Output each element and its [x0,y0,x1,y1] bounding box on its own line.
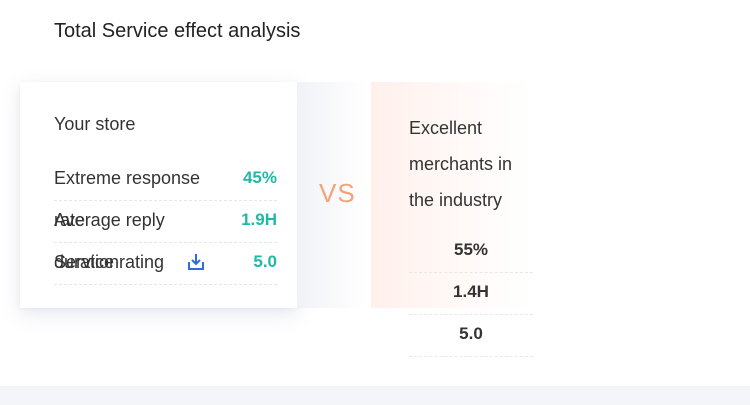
divider-shadow [297,82,367,308]
metric-row-extreme-response: Extreme response 45% [54,158,277,201]
your-store-card: Your store Extreme response 45% Average … [20,82,297,308]
industry-value: 5.0 [459,324,483,343]
industry-value: 1.4H [453,282,489,301]
metric-row-service-rating: Service rating duration 5.0 [54,242,277,285]
industry-title: Excellent merchants in the industry [409,118,513,210]
metric-value: 45% [242,168,277,187]
metric-label-overlap: rate [54,210,86,230]
metric-value: 5.0 [253,252,277,271]
page-title: Total Service effect analysis [54,20,301,42]
industry-row-average-reply: 1.4H [409,272,533,315]
metric-label: Service rating [54,252,165,272]
metric-label: Average reply [54,210,165,230]
bottom-strip [0,386,750,405]
download-icon[interactable] [185,251,207,273]
industry-value: 55% [453,240,489,259]
industry-panel [371,82,531,308]
metric-row-average-reply: Average reply rate 1.9H [54,200,277,243]
metric-label-overlap: duration [54,252,120,272]
vs-label: VS [319,178,356,208]
metric-value: 1.9H [241,210,277,229]
industry-row-service-rating: 5.0 [409,314,533,357]
your-store-title: Your store [54,114,136,134]
industry-row-extreme-response: 55% [409,230,533,273]
metric-label: Extreme response [54,168,201,188]
